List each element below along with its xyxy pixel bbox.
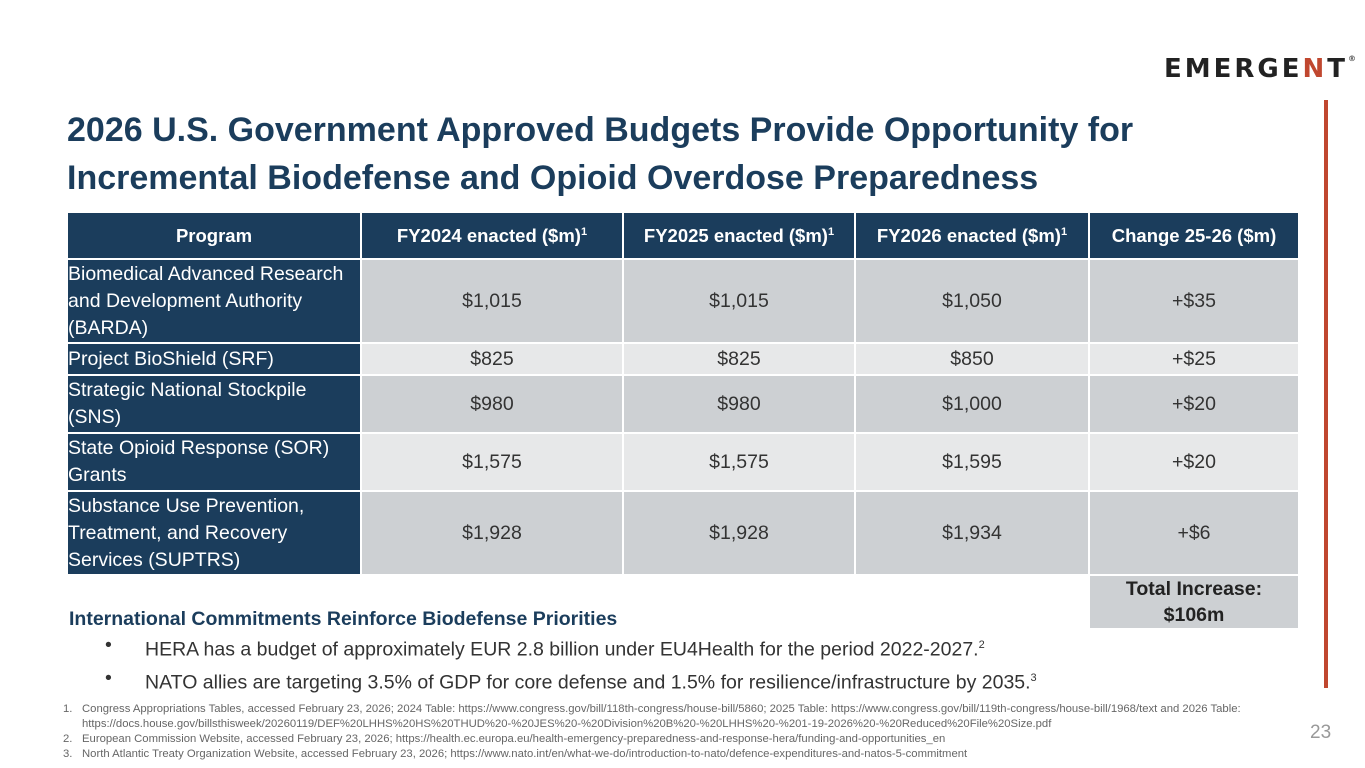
footnote-ref: 2 — [978, 639, 985, 651]
logo-accent-letter: N — [1302, 54, 1328, 84]
logo-text-end: T — [1327, 54, 1349, 84]
logo-text: EMERGE — [1164, 54, 1303, 84]
table-row: State Opioid Response (SOR) Grants $1,57… — [66, 432, 1300, 492]
fy2024-value: $1,575 — [360, 432, 624, 492]
header-program: Program — [66, 211, 362, 260]
footnote-text: European Commission Website, accessed Fe… — [82, 733, 946, 745]
table-row: Biomedical Advanced Research and Develop… — [66, 258, 1300, 344]
trademark-mark: ® — [1348, 54, 1357, 63]
footnotes: 1. Congress Appropriations Tables, access… — [63, 702, 1313, 762]
program-name: Project BioShield (SRF) — [66, 342, 362, 376]
footnote: 2. European Commission Website, accessed … — [63, 732, 1313, 747]
footnote: 3. North Atlantic Treaty Organization Web… — [63, 747, 1313, 762]
total-row: Total Increase: $106m — [66, 574, 1300, 630]
change-value: +$35 — [1088, 258, 1300, 344]
footnote-text: North Atlantic Treaty Organization Websi… — [82, 748, 968, 760]
table-row: Substance Use Prevention, Treatment, and… — [66, 490, 1300, 576]
bullet-text: NATO allies are targeting 3.5% of GDP fo… — [145, 671, 1031, 693]
fy2024-value: $825 — [360, 342, 624, 376]
program-name: State Opioid Response (SOR) Grants — [66, 432, 362, 492]
bullet-icon: • — [105, 634, 112, 656]
program-name: Strategic National Stockpile (SNS) — [66, 374, 362, 434]
total-label: Total Increase: — [1125, 578, 1263, 600]
table-row: Strategic National Stockpile (SNS) $980 … — [66, 374, 1300, 434]
fy2024-value: $1,928 — [360, 490, 624, 576]
fy2026-value: $1,934 — [854, 490, 1090, 576]
total-value: $106m — [1163, 604, 1225, 626]
fy2026-value: $850 — [854, 342, 1090, 376]
footnote-number: 2. — [63, 733, 73, 745]
fy2025-value: $1,575 — [622, 432, 856, 492]
footnote-text: Congress Appropriations Tables, accessed… — [82, 703, 1241, 730]
table-header-row: Program FY2024 enacted ($m)1 FY2025 enac… — [66, 211, 1300, 260]
total-increase: Total Increase: $106m — [1088, 574, 1300, 630]
international-section: International Commitments Reinforce Biod… — [69, 608, 1037, 696]
fy2026-value: $1,595 — [854, 432, 1090, 492]
total-spacer — [66, 574, 1090, 630]
change-value: +$20 — [1088, 374, 1300, 434]
program-name: Substance Use Prevention, Treatment, and… — [66, 490, 362, 576]
footnote: 1. Congress Appropriations Tables, access… — [63, 702, 1313, 732]
program-name: Biomedical Advanced Research and Develop… — [66, 258, 362, 344]
emergent-logo: EMERGENT® — [1164, 54, 1356, 84]
table-row: Project BioShield (SRF) $825 $825 $850 +… — [66, 342, 1300, 376]
header-change: Change 25-26 ($m) — [1088, 211, 1300, 260]
bullet-text: HERA has a budget of approximately EUR 2… — [145, 638, 979, 661]
header-fy2025: FY2025 enacted ($m)1 — [622, 211, 856, 260]
change-value: +$25 — [1088, 342, 1300, 376]
header-fy2024: FY2024 enacted ($m)1 — [360, 211, 624, 260]
bullet-item: • NATO allies are targeting 3.5% of GDP f… — [69, 664, 1037, 697]
slide-title: 2026 U.S. Government Approved Budgets Pr… — [67, 111, 1134, 197]
fy2025-value: $825 — [622, 342, 856, 376]
bullet-item: • HERA has a budget of approximately EUR … — [69, 631, 1037, 664]
fy2026-value: $1,000 — [854, 374, 1090, 434]
fy2026-value: $1,050 — [854, 258, 1090, 344]
footnote-ref: 3 — [1030, 671, 1037, 684]
budget-table: Program FY2024 enacted ($m)1 FY2025 enac… — [66, 211, 1300, 630]
fy2025-value: $980 — [622, 374, 856, 434]
header-fy2026: FY2026 enacted ($m)1 — [854, 211, 1090, 260]
fy2024-value: $980 — [360, 374, 624, 434]
fy2025-value: $1,928 — [622, 490, 856, 576]
fy2025-value: $1,015 — [622, 258, 856, 344]
page-number: 23 — [1310, 722, 1332, 743]
bullet-icon: • — [105, 666, 112, 689]
change-value: +$20 — [1088, 432, 1300, 492]
change-value: +$6 — [1088, 490, 1300, 576]
footnote-number: 3. — [63, 748, 73, 760]
footnote-number: 1. — [63, 703, 73, 715]
accent-divider — [1324, 100, 1328, 688]
international-heading: International Commitments Reinforce Biod… — [69, 608, 618, 630]
fy2024-value: $1,015 — [360, 258, 624, 344]
